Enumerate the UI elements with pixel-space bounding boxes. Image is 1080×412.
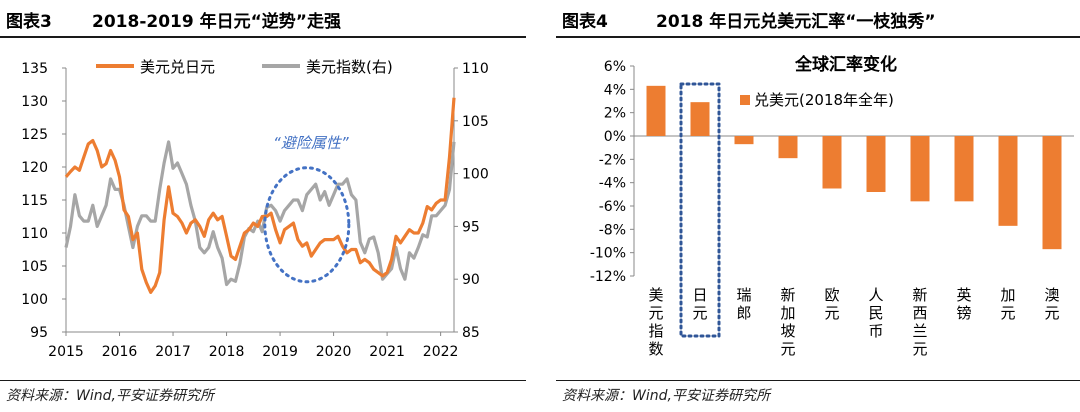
category-label-char: 民 xyxy=(868,304,883,322)
category-label-char: 元 xyxy=(692,304,707,322)
legend-label: 美元指数(右) xyxy=(306,58,393,76)
category-label-char: 美 xyxy=(648,286,663,304)
category-label-char: 西 xyxy=(912,304,927,322)
legend: 美元兑日元 美元指数(右) xyxy=(96,58,393,76)
figure-3-number: 图表3 xyxy=(6,12,52,32)
bar-新加坡元 xyxy=(778,136,798,159)
category-label-char: 人 xyxy=(868,286,883,304)
legend-label: 美元兑日元 xyxy=(140,58,215,76)
figure-4-header: 图表4 2018 年日元兑美元汇率“一枝独秀” xyxy=(556,0,1080,38)
x-tick-label: 2016 xyxy=(102,344,138,360)
bar-英镑 xyxy=(954,136,974,202)
category-label-char: 加 xyxy=(1000,286,1015,304)
category-label-char: 元 xyxy=(780,340,795,358)
y-tick-label: -4% xyxy=(599,176,626,192)
category-label-char: 郎 xyxy=(736,304,751,322)
figure-3-panel: 图表3 2018-2019 年日元“逆势”走强 95 100 105 110 115 12… xyxy=(0,0,526,412)
category-label-char: 指 xyxy=(648,322,663,340)
figure-3-footer: 资料来源：Wind,平安证券研究所 xyxy=(0,380,526,404)
bar-加元 xyxy=(998,136,1018,226)
usdjpy-line xyxy=(64,97,456,294)
x-tick-label: 2020 xyxy=(316,344,352,360)
category-label-char: 元 xyxy=(1000,304,1015,322)
category-label-char: 澳 xyxy=(1044,286,1059,304)
figure-3-source: 资料来源：Wind,平安证券研究所 xyxy=(6,388,214,404)
legend-label: 兑美元(2018年全年) xyxy=(754,91,894,109)
category-label-char: 新 xyxy=(780,286,795,304)
bar-日元 xyxy=(690,102,710,136)
x-tick-label: 2017 xyxy=(155,344,191,360)
y-tick-label: -2% xyxy=(599,152,626,168)
bar-瑞郎 xyxy=(734,136,754,145)
line-chart: 95 100 105 110 115 120 125 130 135 85 90 95 100 105 11… xyxy=(21,58,489,360)
safe-haven-annotation: “避险属性” xyxy=(273,134,349,152)
category-label-char: 元 xyxy=(824,304,839,322)
legend-swatch xyxy=(740,95,750,105)
left-y-tick-label: 125 xyxy=(21,127,48,143)
dollar-index-line xyxy=(64,140,456,287)
bar-美元指数 xyxy=(646,85,666,136)
category-label-char: 数 xyxy=(648,340,663,358)
left-y-tick-label: 110 xyxy=(21,226,48,242)
right-y-tick-label: 90 xyxy=(462,272,480,288)
category-label-char: 镑 xyxy=(956,304,971,322)
right-y-tick-label: 85 xyxy=(462,325,480,341)
figure-4-footer: 资料来源：Wind,平安证券研究所 xyxy=(556,380,1080,404)
category-label-char: 英 xyxy=(956,286,971,304)
x-tick-label: 2019 xyxy=(262,344,298,360)
y-tick-label: -8% xyxy=(599,222,626,238)
figure-3-title: 2018-2019 年日元“逆势”走强 xyxy=(92,12,341,32)
left-y-tick-label: 95 xyxy=(30,325,48,341)
category-label-char: 新 xyxy=(912,286,927,304)
category-label-char: 兰 xyxy=(912,322,927,340)
category-label-char: 元 xyxy=(648,304,663,322)
figure-4-panel: 图表4 2018 年日元兑美元汇率“一枝独秀” 6% 4% 2% 0% -2% -4% -6… xyxy=(556,0,1080,412)
right-y-tick-label: 105 xyxy=(462,114,489,130)
y-tick-label: -12% xyxy=(590,269,626,285)
category-label-char: 元 xyxy=(1044,304,1059,322)
y-tick-label: 4% xyxy=(604,82,626,98)
y-tick-label: 0% xyxy=(604,129,626,145)
y-tick-label: 6% xyxy=(604,59,626,75)
bar-新西兰元 xyxy=(910,136,930,202)
category-label-char: 坡 xyxy=(780,322,795,340)
category-label-char: 元 xyxy=(912,340,927,358)
x-tick-label: 2021 xyxy=(369,344,405,360)
bar-澳元 xyxy=(1042,136,1062,250)
x-tick-label: 2022 xyxy=(423,344,459,360)
left-y-tick-label: 120 xyxy=(21,160,48,176)
highlight-box-japan xyxy=(679,82,721,338)
category-label-char: 加 xyxy=(780,304,795,322)
category-label-char: 日 xyxy=(692,286,707,304)
left-y-tick-label: 135 xyxy=(21,61,48,77)
x-tick-label: 2018 xyxy=(209,344,245,360)
x-tick-label: 2015 xyxy=(48,344,84,360)
left-y-tick-label: 115 xyxy=(21,193,48,209)
category-label-char: 瑞 xyxy=(736,286,751,304)
right-y-tick-label: 110 xyxy=(462,61,489,77)
category-label-char: 币 xyxy=(868,322,883,340)
bar-chart: 6%4%2%0%-2%-4%-6%-8%-10%-12%全球汇率变化美元指数日元… xyxy=(590,54,1074,358)
figure-3-header: 图表3 2018-2019 年日元“逆势”走强 xyxy=(0,0,526,38)
category-label-char: 欧 xyxy=(824,286,839,304)
y-tick-label: -10% xyxy=(590,246,626,262)
y-tick-label: -6% xyxy=(599,199,626,215)
right-y-tick-label: 100 xyxy=(462,167,489,183)
y-tick-label: 2% xyxy=(604,106,626,122)
bar-欧元 xyxy=(822,136,842,189)
right-y-tick-label: 95 xyxy=(462,219,480,235)
safe-haven-highlight-ellipse xyxy=(263,166,351,284)
bar-人民币 xyxy=(866,136,886,192)
figure-4-title: 2018 年日元兑美元汇率“一枝独秀” xyxy=(656,12,936,32)
left-y-tick-label: 105 xyxy=(21,259,48,275)
figure-4-number: 图表4 xyxy=(562,12,608,32)
left-y-tick-label: 130 xyxy=(21,94,48,110)
chart-title: 全球汇率变化 xyxy=(794,54,897,75)
figure-4-source: 资料来源：Wind,平安证券研究所 xyxy=(562,388,770,404)
left-y-tick-label: 100 xyxy=(21,292,48,308)
